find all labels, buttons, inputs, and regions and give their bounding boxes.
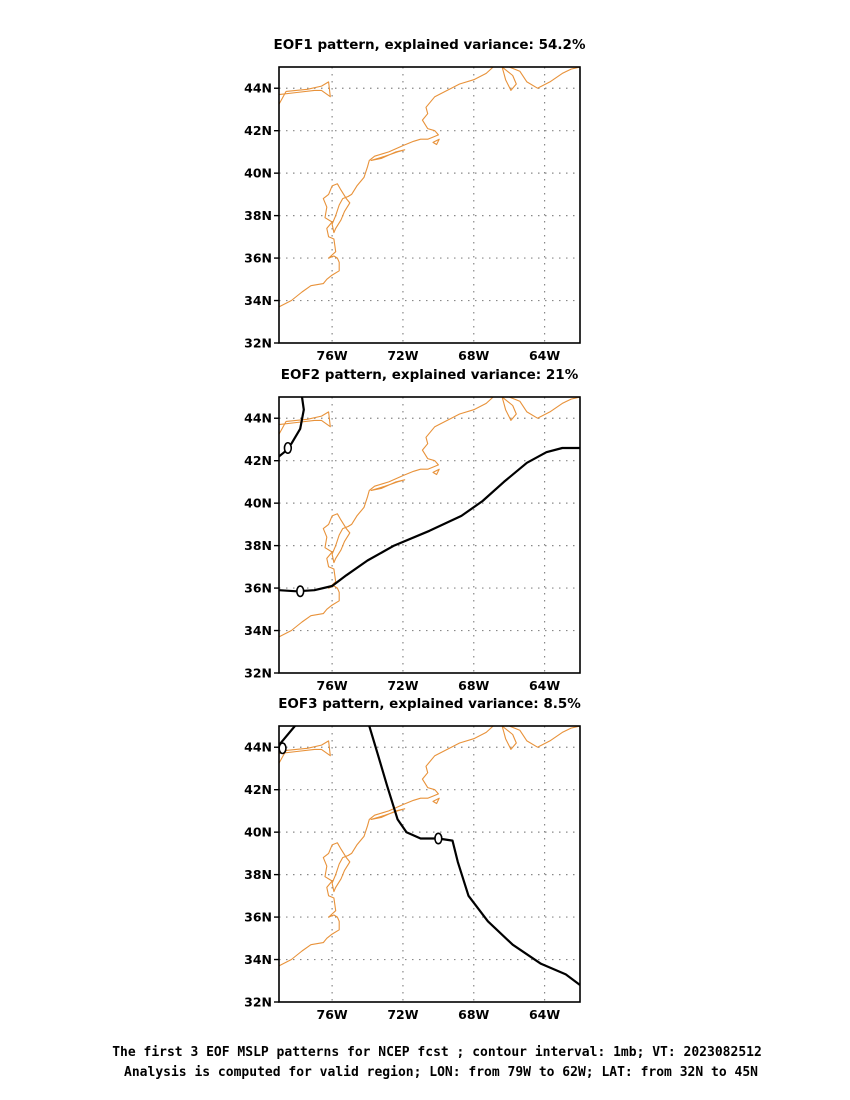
- x-tick-label: 72W: [387, 348, 418, 363]
- caption-line-2: Analysis is computed for valid region; L…: [124, 1065, 758, 1080]
- x-tick-label: 64W: [529, 1007, 560, 1022]
- y-tick-label: 34N: [244, 623, 272, 638]
- map-frame: [278, 66, 581, 344]
- zero-contour: [279, 726, 296, 747]
- contour-label: [278, 742, 287, 755]
- y-tick-label: 38N: [244, 538, 272, 553]
- y-tick-label: 32N: [244, 336, 272, 351]
- panel-title: EOF3 pattern, explained variance: 8.5%: [278, 696, 581, 712]
- map-frame: [278, 396, 581, 674]
- y-tick-label: 44N: [244, 411, 272, 426]
- y-tick-label: 42N: [244, 782, 272, 797]
- x-tick-label: 76W: [317, 348, 348, 363]
- y-tick-label: 40N: [244, 496, 272, 511]
- coastline: [279, 67, 494, 308]
- x-tick-label: 68W: [458, 1007, 489, 1022]
- grid: [279, 397, 580, 673]
- coastlines: [279, 67, 580, 308]
- y-tick-label: 36N: [244, 581, 272, 596]
- coastlines: [279, 397, 580, 638]
- coastline: [432, 138, 440, 146]
- coastline: [370, 808, 406, 820]
- panel-title: EOF1 pattern, explained variance: 54.2%: [274, 37, 586, 53]
- x-tick-label: 72W: [387, 1007, 418, 1022]
- y-tick-label: 40N: [244, 825, 272, 840]
- contour-label: [296, 585, 305, 598]
- zero-contour: [279, 446, 580, 593]
- coastline: [508, 726, 580, 748]
- x-tick-label: 76W: [317, 1007, 348, 1022]
- coastline: [370, 479, 406, 491]
- y-tick-label: 44N: [244, 740, 272, 755]
- caption-line-1: The first 3 EOF MSLP patterns for NCEP f…: [112, 1045, 762, 1060]
- x-tick-label: 72W: [387, 678, 418, 693]
- coastline: [432, 797, 440, 805]
- eof-panel-1: EOF1 pattern, explained variance: 54.2% 7…: [244, 37, 586, 363]
- coastline: [279, 740, 331, 764]
- y-tick-label: 34N: [244, 293, 272, 308]
- panel-title: EOF2 pattern, explained variance: 21%: [281, 367, 579, 383]
- y-tick-label: 40N: [244, 166, 272, 181]
- coastline: [508, 67, 580, 89]
- coastline: [508, 397, 580, 419]
- coastline: [501, 726, 517, 750]
- coastline: [279, 81, 331, 105]
- map-frame: [278, 725, 581, 1003]
- x-tick-label: 64W: [529, 678, 560, 693]
- y-tick-label: 42N: [244, 123, 272, 138]
- y-tick-label: 32N: [244, 995, 272, 1010]
- x-tick-label: 76W: [317, 678, 348, 693]
- coastline: [501, 397, 517, 421]
- coastline: [279, 397, 494, 638]
- eof-panel-3: EOF3 pattern, explained variance: 8.5% 76…: [244, 696, 581, 1022]
- contour-label: [434, 832, 443, 845]
- coastline: [501, 67, 517, 91]
- x-tick-label: 68W: [458, 678, 489, 693]
- coastline: [279, 411, 331, 435]
- zero-contour: [279, 397, 305, 458]
- eof-panel-2: EOF2 pattern, explained variance: 21% 76W…: [244, 367, 581, 693]
- contours: [279, 397, 580, 593]
- grid: [279, 67, 580, 343]
- coastline: [370, 149, 406, 161]
- y-tick-label: 44N: [244, 81, 272, 96]
- eof-panels: EOF1 pattern, explained variance: 54.2% 7…: [244, 37, 586, 1022]
- zero-contour: [368, 726, 580, 987]
- coastline: [279, 726, 494, 967]
- contours: [279, 726, 580, 987]
- x-tick-label: 68W: [458, 348, 489, 363]
- coastlines: [279, 726, 580, 967]
- y-tick-label: 38N: [244, 867, 272, 882]
- y-tick-label: 32N: [244, 666, 272, 681]
- y-tick-label: 34N: [244, 952, 272, 967]
- y-tick-label: 38N: [244, 208, 272, 223]
- x-tick-label: 64W: [529, 348, 560, 363]
- y-tick-label: 36N: [244, 910, 272, 925]
- coastline: [432, 468, 440, 476]
- y-tick-label: 36N: [244, 251, 272, 266]
- y-tick-label: 42N: [244, 453, 272, 468]
- contour-label: [283, 441, 293, 454]
